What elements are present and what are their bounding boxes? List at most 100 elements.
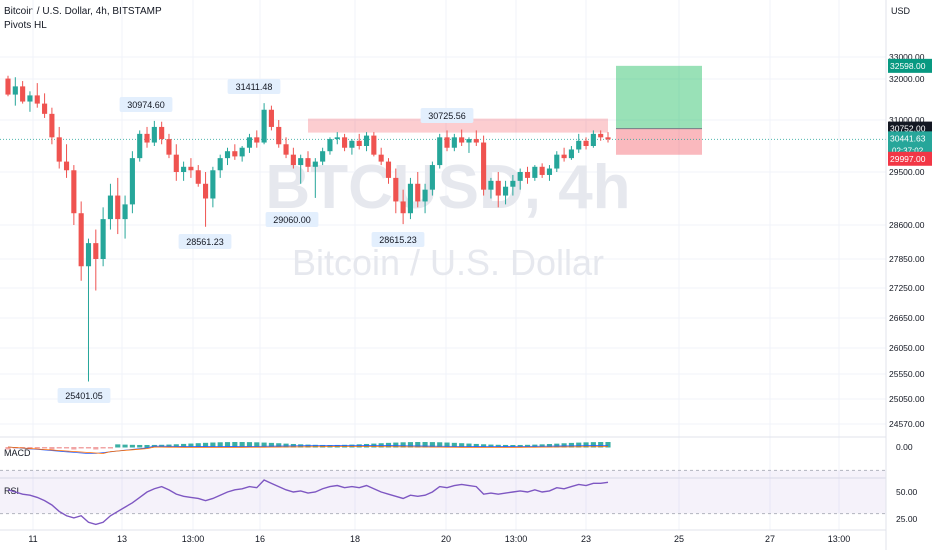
candle-body [503, 186, 509, 196]
macd-bar [93, 447, 99, 450]
candle [363, 132, 370, 152]
candle-body [605, 137, 611, 140]
candle-body [532, 166, 538, 178]
macd-bar [342, 444, 348, 448]
candle-body [107, 195, 113, 220]
candle [305, 151, 311, 172]
candle [246, 133, 253, 153]
candle [144, 126, 150, 148]
candle [510, 174, 516, 196]
time-tick-label: 23 [581, 534, 591, 544]
candle [71, 165, 77, 225]
candle-body [568, 149, 574, 159]
candle [42, 93, 48, 118]
candle-body [100, 219, 106, 259]
candle [27, 91, 33, 112]
candle [268, 105, 274, 131]
macd-bar [459, 443, 465, 448]
candle-body [224, 151, 231, 159]
pivot-label-text: 28561.23 [186, 237, 224, 247]
time-tick-label: 11 [28, 534, 37, 544]
candle [298, 154, 304, 184]
candle [232, 144, 238, 160]
candle [107, 183, 113, 230]
pivot-label-box [227, 79, 281, 94]
candle [224, 147, 231, 166]
candle-body [561, 154, 567, 159]
candle-body [444, 137, 450, 148]
pivot-label-text: 31411.48 [236, 82, 273, 92]
macd-bar [312, 444, 318, 448]
candle [451, 133, 457, 152]
macd-bar [239, 442, 245, 448]
rsi-line [7, 479, 609, 526]
price-tick-label: 25550.00 [889, 369, 925, 379]
candle-body [312, 161, 318, 167]
candle-body [598, 133, 604, 138]
watermark-name: Bitcoin / U.S. Dollar [292, 242, 604, 283]
candle [63, 144, 70, 178]
candle-body [239, 147, 245, 157]
candle [605, 132, 611, 143]
candle [166, 133, 172, 159]
pivot-label-low: 28561.23 [178, 234, 232, 249]
time-tick-label: 20 [441, 534, 451, 544]
candle-body [290, 154, 296, 166]
stop-price-badge-text: 29997.00 [890, 154, 926, 164]
macd-title: MACD [4, 448, 31, 458]
macd-bar [224, 442, 231, 448]
candle [276, 120, 282, 148]
candle-body [510, 180, 516, 187]
candle [34, 83, 40, 108]
macd-bar [85, 447, 92, 449]
macd-bar [415, 442, 421, 448]
candle-body [137, 133, 143, 159]
candle-body [188, 166, 194, 171]
candle [466, 137, 472, 153]
macd-bar [115, 444, 121, 448]
candle-body [49, 113, 55, 138]
pivot-label-high: 31411.48 [227, 79, 281, 94]
candle-body [71, 170, 77, 214]
watermark-symbol: BTCUSD, 4h [265, 153, 630, 222]
candle-body [20, 86, 26, 102]
candle-body [122, 204, 128, 220]
macd-bar [444, 442, 450, 448]
candle [93, 229, 99, 291]
last-price-badge-text: 30441.63 [890, 133, 926, 143]
macd-bar [122, 444, 128, 448]
candle-body [590, 133, 596, 146]
candle-body [283, 144, 289, 155]
candle-body [232, 151, 238, 157]
candle [20, 81, 26, 104]
price-tick-label: 27850.00 [889, 254, 925, 264]
candle [320, 147, 326, 166]
candle [473, 130, 479, 146]
macd-bar [576, 442, 582, 448]
macd-bar [268, 442, 274, 448]
candle [583, 137, 589, 150]
candle [393, 168, 399, 214]
candle-body [144, 133, 150, 143]
candle-body [554, 154, 560, 169]
target-price-badge-box [888, 58, 932, 73]
candle [356, 133, 362, 150]
candle [576, 133, 582, 153]
macd-bar [5, 447, 11, 450]
rsi-tick-label: 25.00 [896, 514, 918, 524]
candle-body [246, 137, 253, 148]
macd-bar [42, 447, 48, 449]
candle-body [349, 140, 355, 148]
indicator-label: Pivots HL [4, 20, 47, 31]
pivot-label-high: 30974.60 [119, 97, 173, 112]
macd-bar [283, 443, 289, 448]
candle-body [400, 201, 406, 214]
rsi-band [0, 470, 886, 514]
pivot-label-low: 25401.05 [57, 388, 111, 403]
candle-body [12, 86, 18, 95]
macd-bar [385, 442, 392, 448]
macd-bar [137, 444, 143, 448]
candle [261, 103, 267, 145]
candle [312, 158, 318, 198]
